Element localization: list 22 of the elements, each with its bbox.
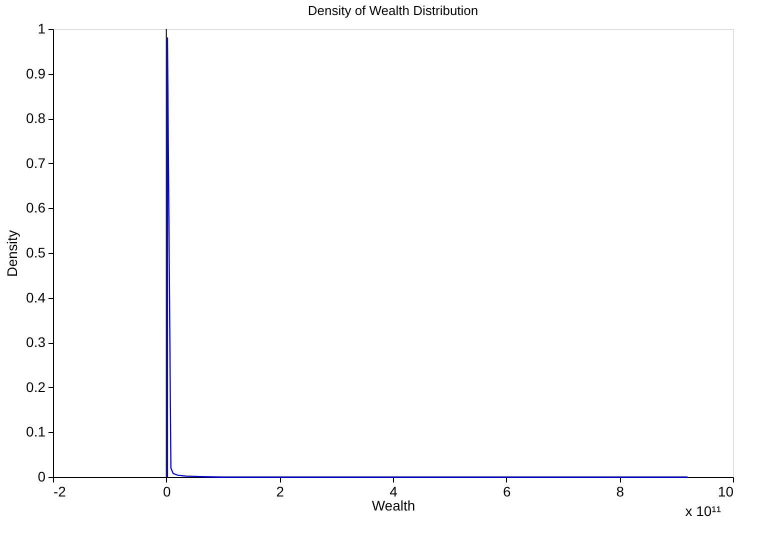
y-tick-label: 0.2 xyxy=(26,378,46,395)
y-tick-label: 0.7 xyxy=(26,154,46,171)
y-tick-label: 0.1 xyxy=(26,424,46,440)
y-tick-label: 0 xyxy=(38,468,46,484)
y-tick-label: 1 xyxy=(38,20,46,36)
x-tick-label: 6 xyxy=(502,484,511,500)
y-tick-label: 0.5 xyxy=(26,244,46,260)
x-tick-label: 2 xyxy=(276,484,284,500)
y-axis-title: Density xyxy=(4,230,20,277)
x-tick-label: 8 xyxy=(616,484,624,500)
y-tick-label: 0.8 xyxy=(26,110,46,126)
y-tick-label: 0.4 xyxy=(26,289,46,306)
x-tick-label: -2 xyxy=(54,484,66,500)
x-axis-title: Wealth xyxy=(372,498,416,514)
x-tick-label: 0 xyxy=(162,484,171,500)
x-tick-label: 10 xyxy=(718,484,734,500)
text: x 10¹¹ xyxy=(685,503,722,519)
chart-title: Density of Wealth Distribution xyxy=(308,3,478,18)
y-tick-label: 0.6 xyxy=(26,200,46,216)
y-tick-label: 0.9 xyxy=(26,65,46,82)
x-tick-label: 4 xyxy=(390,484,398,500)
y-tick-label: 0.3 xyxy=(26,334,46,350)
